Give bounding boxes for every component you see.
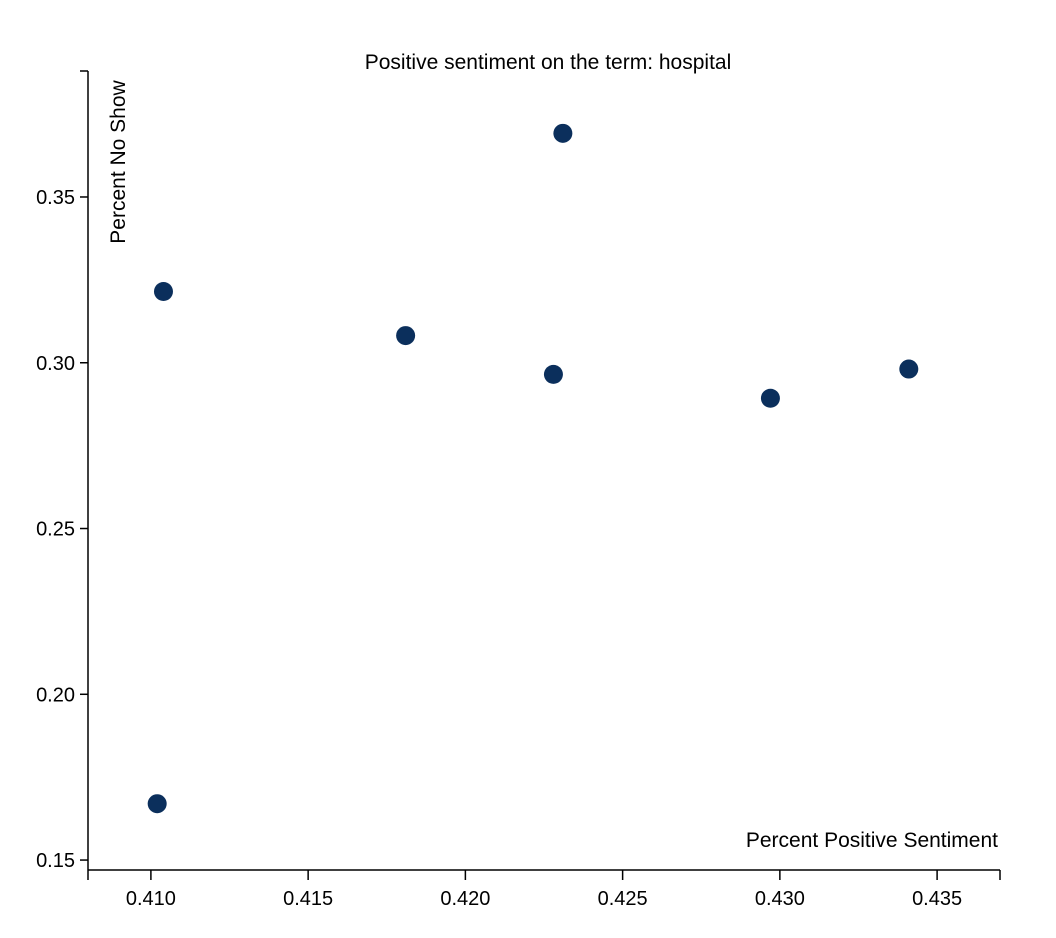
data-points bbox=[147, 123, 919, 814]
data-point[interactable] bbox=[553, 123, 573, 143]
x-axis-title: Percent Positive Sentiment bbox=[746, 829, 998, 852]
chart-title: Positive sentiment on the term: hospital bbox=[365, 51, 732, 74]
x-tick-label: 0.425 bbox=[598, 888, 648, 910]
data-point[interactable] bbox=[396, 326, 416, 346]
y-tick-label: 0.30 bbox=[36, 353, 75, 375]
y-tick-label: 0.35 bbox=[36, 187, 75, 209]
x-axis-ticks: 0.410 0.415 0.420 0.425 0.430 0.435 bbox=[87, 870, 1001, 910]
y-tick-label: 0.20 bbox=[36, 684, 75, 706]
data-point[interactable] bbox=[899, 359, 919, 379]
y-axis-ticks: 0.15 0.20 0.25 0.30 0.35 bbox=[36, 70, 88, 872]
x-tick-label: 0.410 bbox=[126, 888, 176, 910]
x-tick-label: 0.435 bbox=[912, 888, 962, 910]
x-tick-label: 0.420 bbox=[440, 888, 490, 910]
data-point[interactable] bbox=[760, 388, 780, 408]
x-tick-label: 0.415 bbox=[283, 888, 333, 910]
data-point[interactable] bbox=[153, 281, 173, 301]
y-tick-label: 0.25 bbox=[36, 519, 75, 541]
y-axis-title: Percent No Show bbox=[107, 79, 130, 243]
y-tick-label: 0.15 bbox=[36, 850, 75, 872]
x-tick-label: 0.430 bbox=[755, 888, 805, 910]
data-point[interactable] bbox=[543, 364, 563, 384]
data-point[interactable] bbox=[147, 794, 167, 814]
